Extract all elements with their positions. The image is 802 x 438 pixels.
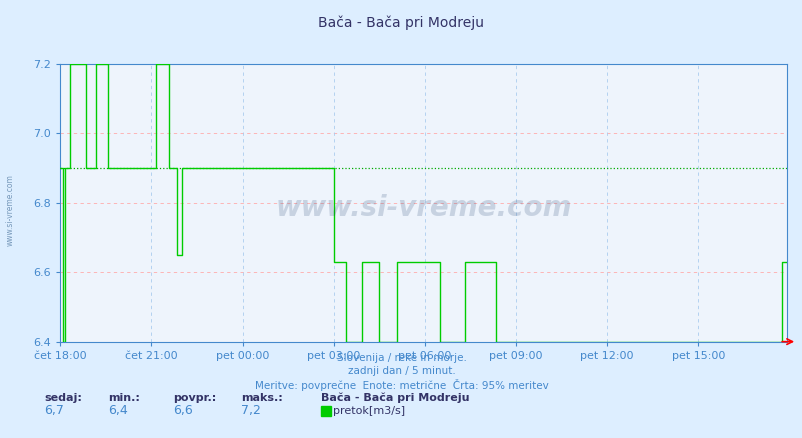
Text: www.si-vreme.com: www.si-vreme.com	[6, 174, 15, 246]
Text: pretok[m3/s]: pretok[m3/s]	[333, 406, 405, 416]
Text: Bača - Bača pri Modreju: Bača - Bača pri Modreju	[321, 392, 469, 403]
Text: 6,4: 6,4	[108, 404, 128, 417]
Text: Slovenija / reke in morje.: Slovenija / reke in morje.	[336, 353, 466, 363]
Text: maks.:: maks.:	[241, 393, 282, 403]
Text: 7,2: 7,2	[241, 404, 261, 417]
Text: sedaj:: sedaj:	[44, 393, 82, 403]
Text: zadnji dan / 5 minut.: zadnji dan / 5 minut.	[347, 366, 455, 376]
Text: www.si-vreme.com: www.si-vreme.com	[275, 194, 571, 222]
Text: min.:: min.:	[108, 393, 140, 403]
Text: Bača - Bača pri Modreju: Bača - Bača pri Modreju	[318, 15, 484, 30]
Text: 6,7: 6,7	[44, 404, 64, 417]
Text: povpr.:: povpr.:	[172, 393, 216, 403]
Text: 6,6: 6,6	[172, 404, 192, 417]
Text: Meritve: povprečne  Enote: metrične  Črta: 95% meritev: Meritve: povprečne Enote: metrične Črta:…	[254, 379, 548, 391]
